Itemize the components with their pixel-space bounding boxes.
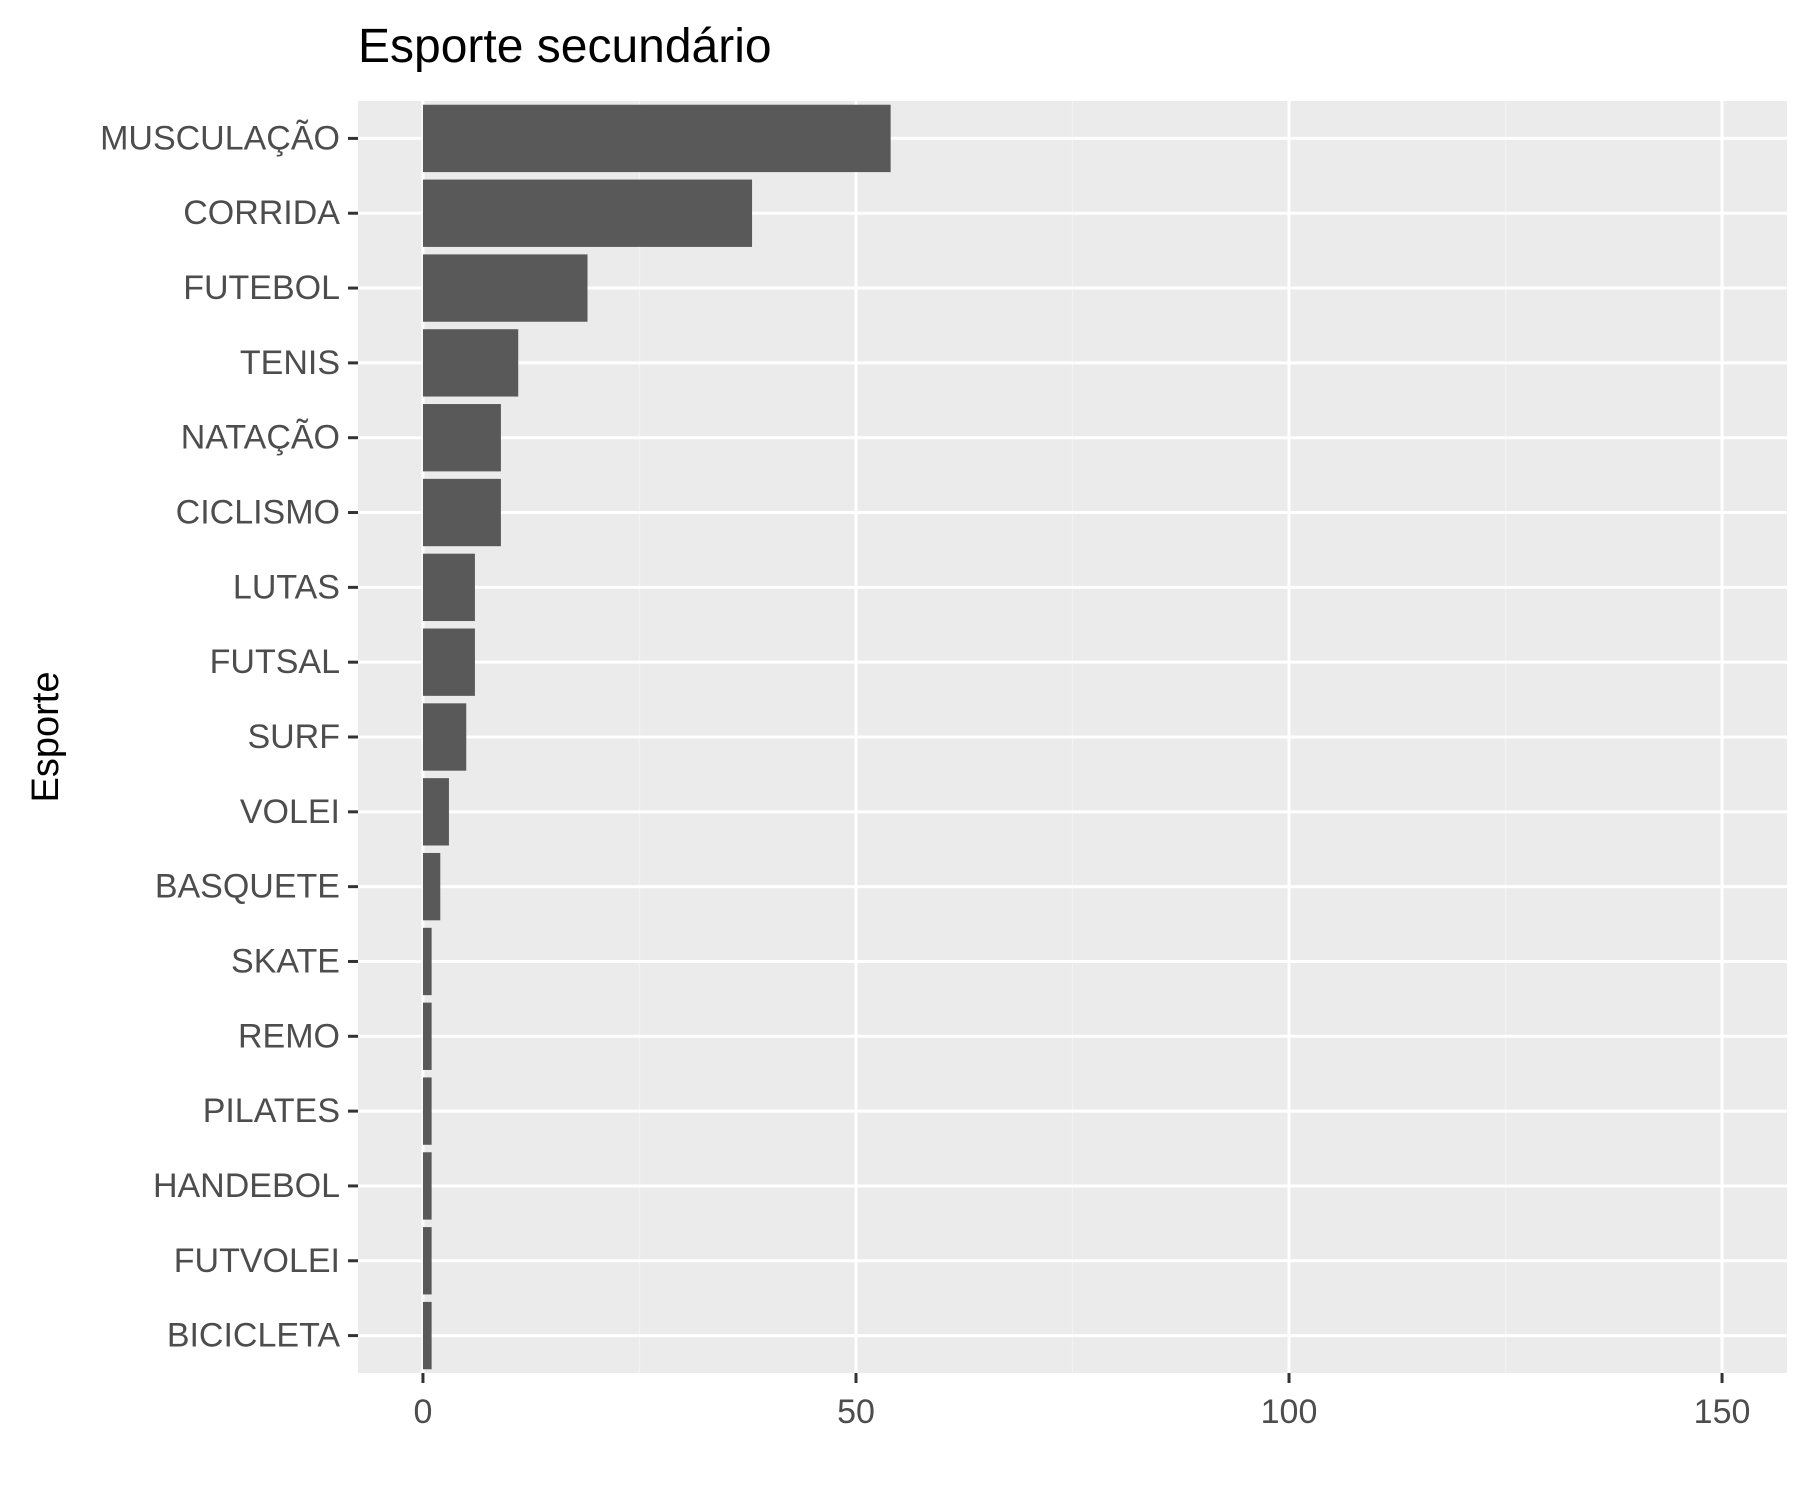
- bar: [422, 553, 475, 622]
- bar: [422, 1301, 432, 1370]
- bar: [422, 179, 753, 247]
- bar: [422, 628, 475, 696]
- y-tick-label: NATAÇÃO: [181, 419, 340, 457]
- y-tick-label: HANDEBOL: [153, 1167, 340, 1205]
- bar: [422, 104, 891, 173]
- bar: [422, 1077, 432, 1145]
- y-tick-label: REMO: [238, 1017, 340, 1055]
- y-tick-label: CICLISMO: [176, 494, 340, 532]
- y-tick-label: FUTVOLEI: [174, 1242, 340, 1280]
- y-tick-label: FUTEBOL: [183, 269, 340, 307]
- y-axis-title: Esporte: [25, 672, 67, 803]
- x-tick-label: 150: [1694, 1393, 1751, 1431]
- bar: [422, 778, 449, 846]
- x-tick-label: 0: [413, 1393, 432, 1431]
- y-tick-label: SKATE: [231, 942, 340, 980]
- bar: [422, 1152, 432, 1220]
- bar: [422, 329, 519, 397]
- bar: [422, 1227, 432, 1295]
- plot-panel: [358, 101, 1787, 1373]
- y-tick-label: BASQUETE: [155, 868, 340, 906]
- bar: [422, 852, 441, 921]
- y-tick-label: VOLEI: [240, 793, 340, 831]
- y-tick-label: TENIS: [240, 344, 340, 382]
- x-tick-label: 100: [1261, 1393, 1318, 1431]
- y-tick-label: BICICLETA: [167, 1317, 341, 1355]
- bar: [422, 1002, 432, 1070]
- chart-title: Esporte secundário: [358, 20, 772, 73]
- y-tick-label: MUSCULAÇÃO: [100, 119, 340, 157]
- x-tick-label: 50: [837, 1393, 875, 1431]
- y-tick-label: SURF: [247, 718, 340, 756]
- bar: [422, 404, 501, 472]
- bar: [422, 927, 432, 996]
- bar: [422, 703, 467, 771]
- bar: [422, 254, 588, 322]
- y-tick-label: PILATES: [203, 1092, 340, 1130]
- y-tick-label: FUTSAL: [210, 643, 340, 681]
- y-tick-label: LUTAS: [233, 568, 340, 606]
- y-tick-label: CORRIDA: [183, 194, 340, 232]
- bar: [422, 478, 501, 547]
